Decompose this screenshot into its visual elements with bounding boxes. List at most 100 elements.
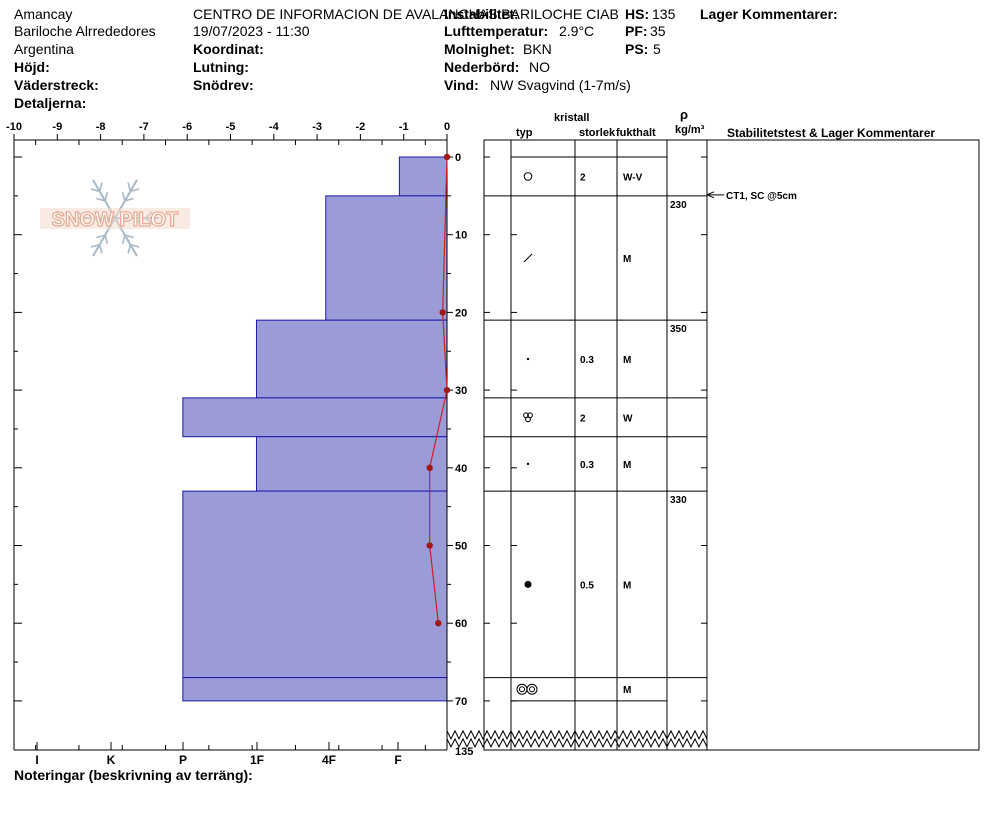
country-name: Argentina [14,41,74,57]
temperature-point [426,542,433,549]
temp-tick-label: -7 [139,121,149,133]
sky-value: BKN [523,41,552,57]
wind-value: NW Svagvind (1-7m/s) [490,77,631,93]
hardness-tick-label: 1F [250,753,264,767]
air-temp-label: Lufttemperatur: [444,23,549,39]
aspect-label: Väderstreck: [14,77,99,93]
icon-shape [524,580,532,588]
crystal-header: kristall [554,112,590,124]
logo-flake-branch [96,234,106,239]
icon-shape [525,416,531,423]
ps-value: 5 [653,41,661,57]
stability-test-arrowhead [706,191,715,199]
observation-datetime: 19/07/2023 - 11:30 [193,23,310,39]
logo-flake-branch [127,244,132,254]
layer-density-value: 350 [670,324,687,335]
break-line-top [446,729,708,741]
layer-moisture-value: W [623,413,633,424]
logo-flake-branch [90,243,100,248]
layer-size-value: 0.3 [580,355,594,366]
organization-name: CENTRO DE INFORMACION DE AVALANCHAS BARI… [193,6,619,22]
region-name: Bariloche Alrrededores [14,23,156,39]
sky-label: Molnighet: [444,41,515,57]
hardness-tick-label: F [394,753,401,767]
layer-size-value: 0.5 [580,580,594,591]
temp-tick-label: -3 [312,121,322,133]
stability-header: Stabilitetstest & Lager Kommentarer [727,126,936,140]
layer-size-value: 2 [580,413,586,424]
icon-shape [523,172,533,181]
temp-tick-label: -4 [269,121,280,133]
temp-tick-label: -10 [6,121,22,133]
temp-tick-label: -9 [52,121,62,133]
air-temp-value: 2.9°C [559,23,595,39]
depth-tick-label: 0 [455,152,461,164]
type-header: typ [516,127,533,139]
hardness-bar [255,319,448,399]
hardness-bar [182,490,448,679]
hardness-bar [325,195,448,321]
rounded-grain-icon [524,580,532,588]
hardness-bar [182,397,448,438]
depth-tick-label: 10 [455,230,467,242]
icon-shape [526,357,530,361]
details-label: Detaljerna: [14,95,87,111]
layer-size-value: 0.3 [580,460,594,471]
temperature-point [426,464,433,471]
logo-flake-branch [90,188,100,193]
size-header: storlek [579,127,616,139]
logo-flake-branch [121,234,126,245]
total-depth-label: 135 [455,746,473,758]
rounding-icon [523,172,533,181]
temperature-point [439,309,446,316]
hardness-tick-label: 4F [322,753,336,767]
decomposing-icon [523,253,533,263]
layer-comments-label: Lager Kommentarer: [700,6,838,22]
logo-flake-branch [98,244,103,254]
hs-label: HS: [625,6,650,22]
snowpilot-logo: SNOW PILOT [40,179,190,257]
temp-tick-label: 0 [444,121,450,133]
melt-cluster-icon [523,412,533,423]
density-symbol: ρ [680,107,689,122]
icon-shape [519,686,525,693]
hardness-bar [255,436,448,492]
logo-flake-branch [104,234,109,245]
layer-moisture-value: M [623,355,631,366]
temp-tick-label: -1 [399,121,409,133]
wind-label: Vind: [444,77,479,93]
depth-tick-label: 60 [455,618,467,630]
density-unit: kg/m³ [675,124,705,136]
coordinate-label: Koordinat: [193,41,264,57]
notes-label: Noteringar (beskrivning av terräng): [14,767,253,783]
precip-value: NO [529,59,550,75]
hardness-bar [182,677,448,702]
logo-flake-branch [96,197,106,202]
depth-tick-label: 20 [455,307,467,319]
logo-flake-branch [127,182,132,192]
temp-tick-label: -6 [182,121,192,133]
layer-density-value: 330 [670,495,687,506]
logo-flake-branch [130,243,140,248]
logo-flake-branch [130,188,140,193]
layer-moisture-value: M [623,685,631,696]
icon-shape [526,462,530,466]
ps-label: PS: [625,41,649,57]
melt-forms-icon [516,683,538,695]
layer-moisture-value: W-V [623,172,643,183]
logo-flake-branch [104,191,109,202]
depth-tick-label: 70 [455,696,467,708]
temp-tick-label: -8 [96,121,106,133]
depth-tick-label: 50 [455,541,467,553]
temperature-point [443,153,451,161]
temp-tick-label: -5 [226,121,236,133]
logo-flake-branch [98,182,103,192]
icon-shape [526,683,538,695]
logo-flake-branch [124,197,134,202]
temperature-line [429,156,448,624]
depth-tick-label: 40 [455,463,467,475]
pf-value: 35 [650,23,666,39]
temperature-point [443,386,451,394]
pf-label: PF: [625,23,648,39]
